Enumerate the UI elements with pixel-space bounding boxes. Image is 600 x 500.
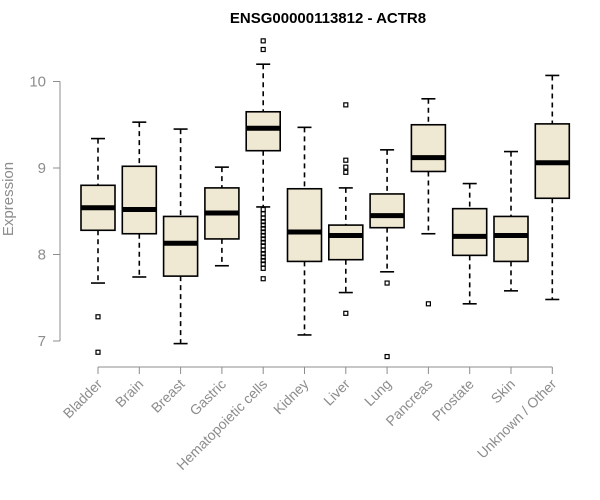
box-group	[451, 182, 488, 305]
x-tick-label: Kidney	[270, 376, 312, 418]
outlier-point	[343, 310, 349, 316]
outlier-point	[343, 169, 349, 175]
box-iqr	[369, 193, 405, 229]
box-group	[493, 150, 529, 292]
y-tick-label: 8	[38, 247, 46, 264]
outlier-point	[260, 38, 266, 44]
box-iqr	[121, 165, 158, 235]
box-iqr	[493, 215, 529, 263]
outlier-point	[343, 164, 349, 170]
box-iqr	[286, 187, 323, 263]
outlier-point	[260, 206, 266, 213]
x-tick-label: Lung	[361, 376, 394, 409]
box-group	[327, 102, 364, 316]
outlier-point	[95, 314, 101, 320]
outlier-point	[343, 157, 349, 163]
outlier-point	[260, 276, 266, 282]
box-iqr	[451, 207, 488, 257]
chart-title: ENSG00000113812 - ACTR8	[230, 10, 426, 27]
box-group	[80, 137, 116, 355]
outlier-point	[260, 265, 266, 271]
outlier-point	[95, 349, 101, 355]
x-tick-label: Brain	[112, 376, 146, 410]
x-tick-label: Prostate	[429, 376, 477, 424]
outlier-point	[425, 301, 431, 307]
box-group	[410, 98, 447, 307]
x-tick-label: Breast	[148, 376, 188, 416]
y-tick-label: 7	[38, 333, 46, 350]
box-iqr	[410, 123, 447, 173]
outlier-point	[260, 211, 266, 217]
x-tick-label: Skin	[488, 376, 519, 407]
box-group	[534, 74, 571, 301]
y-tick-label: 9	[38, 160, 46, 177]
outlier-point	[384, 353, 390, 360]
x-tick-label: Liver	[320, 376, 353, 409]
box-group	[245, 38, 281, 282]
axes: 7 8 9 10	[29, 74, 553, 374]
outlier-point	[343, 102, 349, 108]
box-group	[162, 128, 199, 345]
boxes	[80, 38, 571, 360]
y-tick-label: 10	[29, 74, 46, 91]
box-group	[286, 126, 323, 336]
box-iqr	[162, 215, 199, 277]
outlier-point	[260, 46, 266, 53]
box-group	[369, 149, 405, 360]
x-tick-label: Bladder	[60, 376, 106, 422]
box-group	[204, 166, 240, 267]
box-group	[121, 121, 158, 278]
y-axis-label: Expression	[0, 162, 17, 236]
box-iqr	[245, 110, 281, 152]
outlier-point	[384, 280, 390, 286]
box-iqr	[327, 224, 364, 261]
